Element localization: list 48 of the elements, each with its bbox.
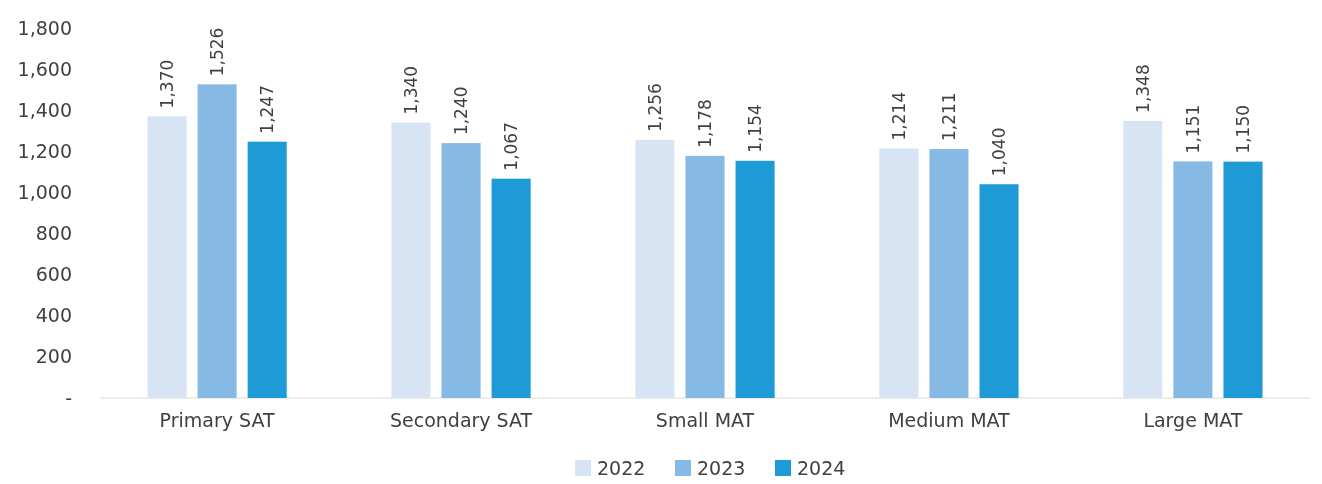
y-tick-label: 1,000 (17, 181, 72, 204)
y-tick-label: 1,400 (17, 98, 72, 121)
y-tick-label: - (65, 386, 72, 409)
y-tick-label: 800 (35, 222, 72, 245)
bar (929, 149, 969, 398)
data-label: 1,178 (695, 99, 715, 148)
bar (1173, 161, 1213, 398)
x-tick-label: Primary SAT (159, 409, 275, 432)
bar (979, 184, 1019, 398)
bar (441, 143, 481, 398)
data-label: 1,256 (644, 83, 665, 132)
x-tick-label: Small MAT (655, 409, 755, 432)
bar (247, 141, 287, 398)
bar (1223, 161, 1263, 398)
data-label: 1,370 (157, 59, 178, 109)
legend-label: 2022 (597, 457, 646, 479)
bar (391, 122, 431, 398)
x-tick-label: Large MAT (1143, 409, 1243, 432)
data-label: 1,240 (451, 86, 472, 136)
bar (635, 139, 675, 398)
bar (1123, 120, 1163, 398)
bar (197, 84, 237, 398)
bar (147, 116, 187, 398)
data-label: 1,040 (989, 127, 1010, 177)
bar (879, 148, 919, 398)
bar (491, 178, 531, 398)
data-label: 1,151 (1182, 104, 1203, 154)
data-label: 1,340 (400, 65, 421, 115)
data-label: 1,348 (1132, 64, 1153, 113)
x-tick-label: Secondary SAT (389, 409, 533, 432)
data-label: 1,247 (257, 85, 278, 134)
legend-label: 2024 (797, 457, 846, 479)
x-tick-label: Medium MAT (888, 409, 1011, 432)
data-label: 1,150 (1232, 104, 1253, 154)
y-tick-label: 400 (35, 304, 72, 327)
y-tick-label: 1,600 (17, 57, 72, 80)
data-label: 1,211 (938, 92, 959, 142)
bar (685, 155, 725, 398)
data-label: 1,154 (745, 104, 766, 153)
y-tick-label: 1,800 (17, 16, 72, 39)
y-tick-label: 200 (35, 345, 72, 368)
bar (735, 160, 775, 398)
y-tick-label: 600 (35, 263, 72, 286)
data-label: 1,214 (888, 91, 909, 141)
y-tick-label: 1,200 (17, 139, 72, 162)
legend-label: 2023 (697, 457, 746, 479)
data-label: 1,526 (207, 27, 228, 77)
data-label: 1,067 (501, 122, 522, 171)
